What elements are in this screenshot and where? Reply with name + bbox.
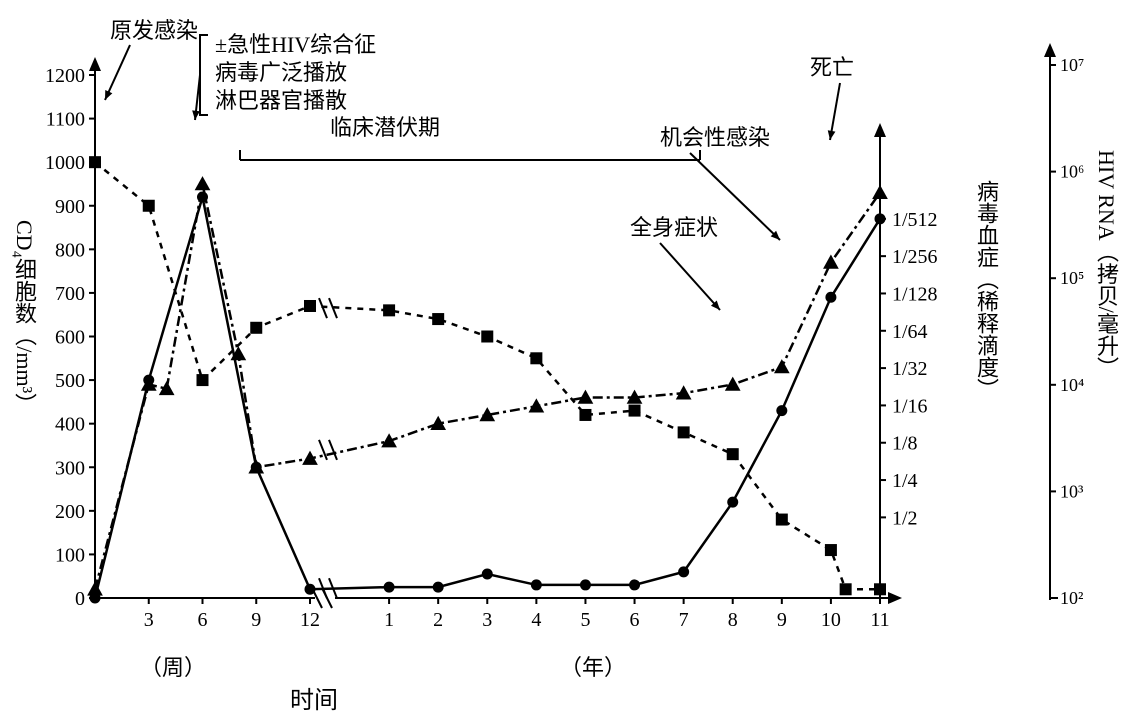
hiv-progression-chart: 0 100 200 300 400 500 600 700 800 900 1000 1100 1200… (0, 0, 1133, 723)
svg-text:300: 300 (55, 457, 85, 479)
svg-text:10⁷: 10⁷ (1060, 55, 1084, 75)
svg-text:6: 6 (630, 609, 640, 631)
svg-text:7: 7 (679, 609, 689, 631)
right-outer-axis-label: HIV RNA（拷贝/毫升） (1090, 150, 1122, 379)
svg-text:600: 600 (55, 327, 85, 349)
svg-text:10⁶: 10⁶ (1060, 162, 1084, 182)
svg-text:10⁴: 10⁴ (1060, 375, 1084, 395)
svg-text:1200: 1200 (45, 65, 85, 87)
svg-text:原发感染: 原发感染 (110, 18, 198, 43)
left-axis-label: CD₄细胞数（/mm³） (8, 220, 40, 415)
svg-text:1/8: 1/8 (892, 433, 918, 455)
svg-text:全身症状: 全身症状 (630, 215, 718, 240)
svg-text:1000: 1000 (45, 152, 85, 174)
svg-text:800: 800 (55, 239, 85, 261)
svg-text:临床潜伏期: 临床潜伏期 (330, 115, 440, 140)
svg-text:900: 900 (55, 196, 85, 218)
svg-text:1/2: 1/2 (892, 507, 918, 529)
svg-text:1/16: 1/16 (892, 395, 928, 417)
svg-text:1/256: 1/256 (892, 246, 938, 268)
svg-text:100: 100 (55, 544, 85, 566)
svg-text:1100: 1100 (46, 109, 85, 131)
right-inner-axis-label: 病毒血症（稀释滴度） (970, 180, 1002, 400)
svg-text:1: 1 (384, 609, 394, 631)
svg-text:1/128: 1/128 (892, 283, 938, 305)
svg-text:机会性感染: 机会性感染 (660, 125, 770, 150)
svg-text:淋巴器官播散: 淋巴器官播散 (215, 88, 347, 113)
svg-text:10: 10 (821, 609, 841, 631)
svg-text:1/32: 1/32 (892, 358, 928, 380)
svg-text:6: 6 (198, 609, 208, 631)
svg-text:3: 3 (482, 609, 492, 631)
bottom-axis-label: 时间 (290, 680, 338, 715)
bottom-axis-unit-weeks: （周） (140, 650, 206, 682)
svg-text:1/4: 1/4 (892, 470, 918, 492)
svg-text:700: 700 (55, 283, 85, 305)
svg-text:11: 11 (870, 609, 889, 631)
svg-text:500: 500 (55, 370, 85, 392)
svg-text:400: 400 (55, 414, 85, 436)
svg-text:9: 9 (777, 609, 787, 631)
svg-text:9: 9 (251, 609, 261, 631)
svg-text:10²: 10² (1060, 588, 1083, 608)
bottom-axis-unit-years: （年） (560, 650, 626, 682)
svg-text:1/64: 1/64 (892, 321, 928, 343)
svg-text:12: 12 (300, 609, 320, 631)
svg-text:2: 2 (433, 609, 443, 631)
svg-text:死亡: 死亡 (810, 55, 854, 80)
svg-text:病毒广泛播放: 病毒广泛播放 (215, 60, 347, 85)
svg-text:200: 200 (55, 501, 85, 523)
svg-text:8: 8 (728, 609, 738, 631)
svg-text:3: 3 (144, 609, 154, 631)
svg-text:0: 0 (75, 588, 85, 610)
svg-text:5: 5 (580, 609, 590, 631)
svg-text:±急性HIV综合征: ±急性HIV综合征 (215, 32, 376, 57)
svg-text:1/512: 1/512 (892, 209, 938, 231)
svg-text:10³: 10³ (1060, 481, 1084, 501)
svg-text:4: 4 (531, 609, 541, 631)
svg-text:10⁵: 10⁵ (1060, 268, 1084, 288)
